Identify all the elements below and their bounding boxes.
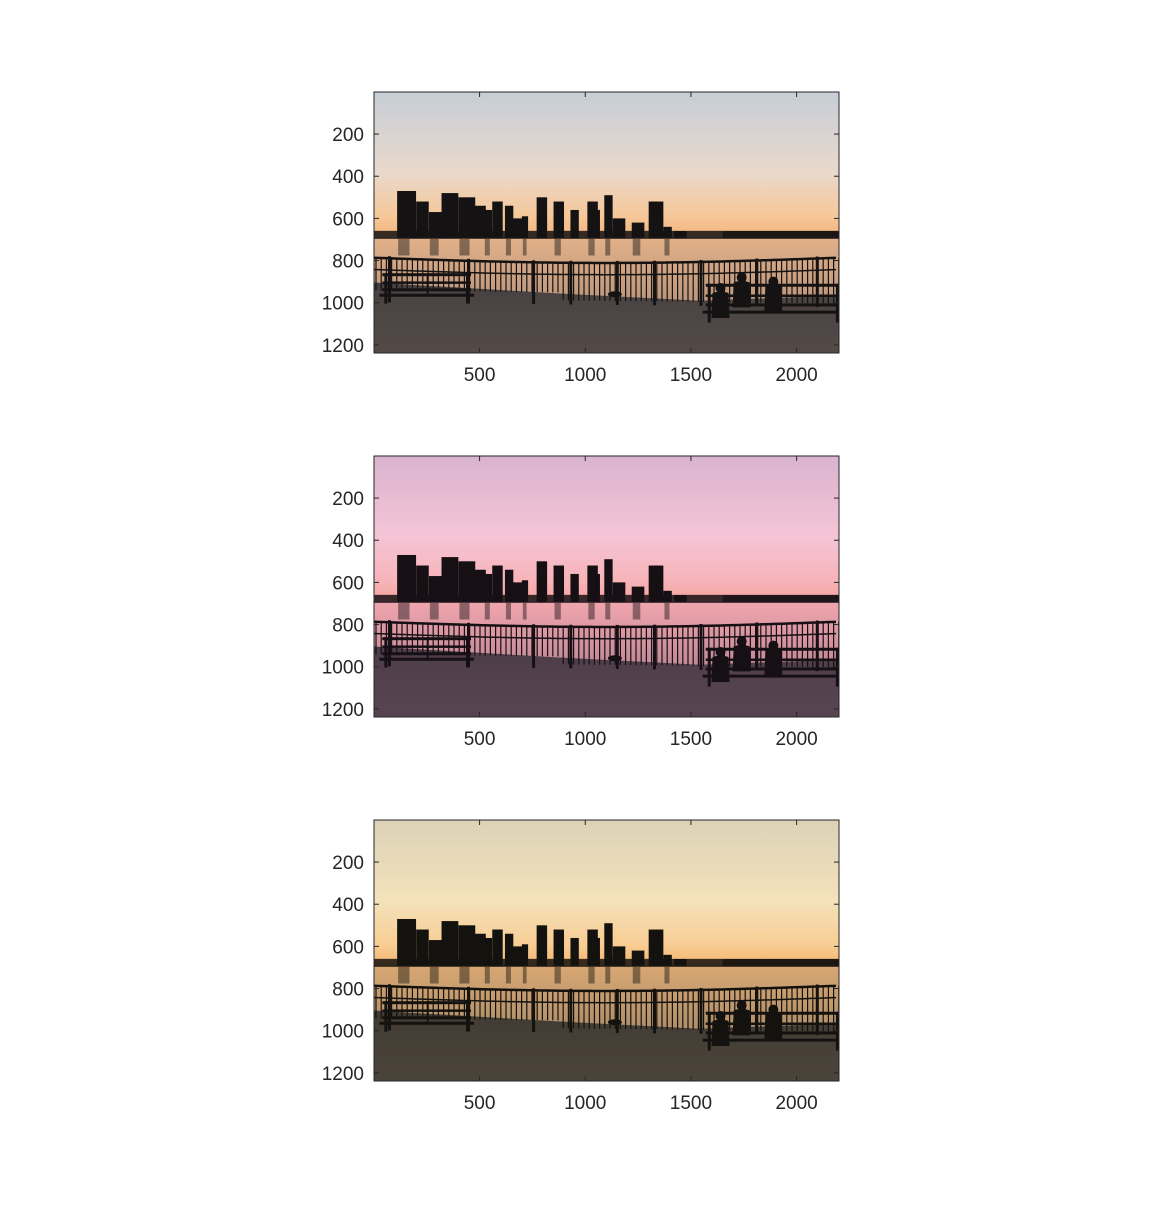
x-tick-label: 1500 <box>670 1093 712 1114</box>
y-tick-label: 800 <box>332 252 364 273</box>
axes-box <box>373 91 840 354</box>
photo-image <box>374 92 839 353</box>
y-tick-label: 600 <box>332 573 364 594</box>
y-tick-label: 200 <box>332 125 364 146</box>
y-tick-label: 600 <box>332 937 364 958</box>
subplot-1: 500 1000 1500 2000 200 400 600 800 1000 1200 <box>0 0 1172 386</box>
axes-box <box>373 455 840 718</box>
x-tick-label: 500 <box>464 729 496 750</box>
photo-image <box>374 820 839 1081</box>
y-tick-label: 200 <box>332 489 364 510</box>
subplot-3: 500 1000 1500 2000 200 400 600 800 1000 1200 <box>0 728 1172 1114</box>
y-tick-label: 1000 <box>322 1022 364 1043</box>
x-tick-label: 500 <box>464 365 496 386</box>
y-tick-label: 1000 <box>322 658 364 679</box>
x-tick-label: 1500 <box>670 365 712 386</box>
axes-3: 500 1000 1500 2000 200 400 600 800 1000 1200 <box>322 819 840 1114</box>
y-tick-label: 400 <box>332 531 364 552</box>
x-tick-label: 2000 <box>775 365 817 386</box>
y-tick-label: 600 <box>332 209 364 230</box>
y-tick-label: 800 <box>332 980 364 1001</box>
x-tick-label: 1500 <box>670 729 712 750</box>
x-tick-label: 2000 <box>775 1093 817 1114</box>
axes-box <box>373 819 840 1082</box>
photo-image <box>374 456 839 717</box>
x-tick-label: 1000 <box>564 729 606 750</box>
x-tick-label: 2000 <box>775 729 817 750</box>
x-tick-label: 1000 <box>564 365 606 386</box>
y-tick-label: 800 <box>332 616 364 637</box>
y-tick-label: 400 <box>332 167 364 188</box>
x-tick-label: 1000 <box>564 1093 606 1114</box>
y-tick-label: 400 <box>332 895 364 916</box>
y-tick-label: 200 <box>332 853 364 874</box>
y-tick-label: 1200 <box>322 336 364 357</box>
subplot-2: 500 1000 1500 2000 200 400 600 800 1000 1200 <box>0 364 1172 750</box>
y-tick-label: 1200 <box>322 700 364 721</box>
axes-1: 500 1000 1500 2000 200 400 600 800 1000 1200 <box>322 91 840 386</box>
axes-2: 500 1000 1500 2000 200 400 600 800 1000 1200 <box>322 455 840 750</box>
x-tick-label: 500 <box>464 1093 496 1114</box>
y-tick-label: 1200 <box>322 1064 364 1085</box>
y-tick-label: 1000 <box>322 294 364 315</box>
